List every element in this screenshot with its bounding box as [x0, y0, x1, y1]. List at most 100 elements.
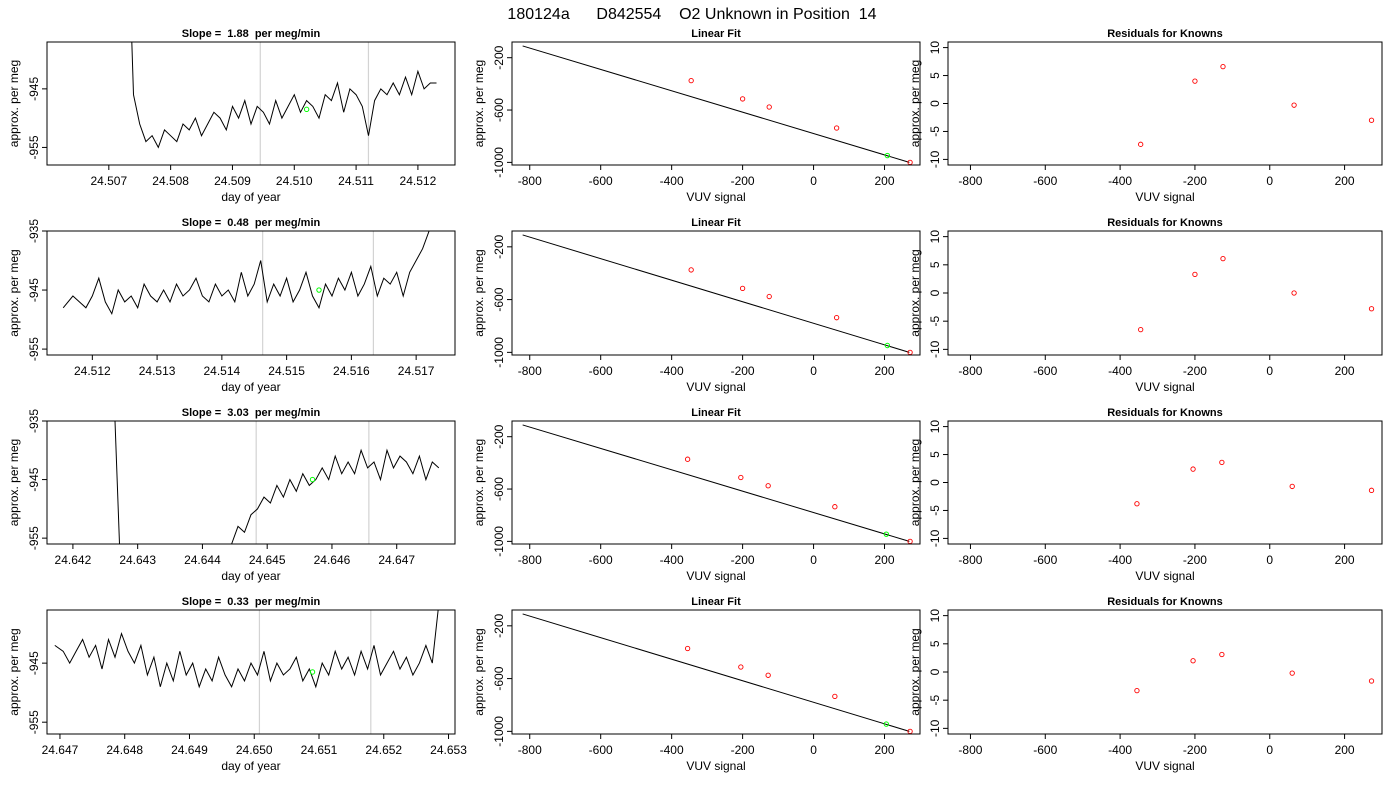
y-tick-label: -955 — [27, 710, 41, 734]
plot-area — [1138, 63, 1375, 147]
y-tick-label: -200 — [492, 424, 506, 448]
y-tick-label: -955 — [27, 337, 41, 361]
x-tick-label: 200 — [875, 364, 895, 378]
unknown-point — [884, 152, 891, 159]
plot-frame — [947, 420, 1383, 545]
y-tick-label: -945 — [27, 651, 41, 675]
x-tick-label: -400 — [660, 364, 684, 378]
y-tick-label: -200 — [492, 235, 506, 259]
x-tick-label: 24.508 — [152, 174, 189, 188]
x-axis-label: VUV signal — [1135, 569, 1194, 583]
x-tick-label: 24.646 — [314, 553, 351, 567]
x-tick-label: 200 — [1335, 174, 1355, 188]
x-axis-label: day of year — [221, 569, 280, 583]
plot-area — [1138, 255, 1375, 333]
panel-9: Residuals for Knowns -800 -600 -400 -200 0 200… — [908, 28, 1383, 204]
panel-title: Residuals for Knowns — [1107, 28, 1223, 40]
y-tick-label: -5 — [928, 316, 942, 327]
x-tick-label: 24.647 — [378, 553, 415, 567]
y-tick-label: -200 — [492, 614, 506, 638]
known-point — [765, 672, 771, 678]
y-tick-label: 5 — [928, 261, 942, 268]
y-tick-label: -1000 — [492, 337, 506, 368]
x-tick-label: 0 — [1266, 743, 1273, 757]
unknown-point — [884, 342, 891, 349]
x-tick-label: -800 — [958, 553, 982, 567]
x-tick-label: -800 — [958, 174, 982, 188]
y-axis-label: approx. per meg — [908, 60, 922, 147]
x-tick-label: 24.510 — [276, 174, 313, 188]
x-axis-label: VUV signal — [1135, 380, 1194, 394]
panel-5: Linear Fit -800 -600 -400 -200 0 200 -1000 -600 -… — [472, 28, 921, 204]
panel-title: Slope = 0.48 per meg/min — [182, 217, 321, 229]
y-axis-label: approx. per meg — [908, 439, 922, 526]
known-point — [832, 693, 838, 700]
x-tick-label: 0 — [810, 364, 817, 378]
fit-line — [522, 234, 910, 353]
x-tick-label: 24.649 — [171, 743, 208, 757]
x-tick-label: 24.516 — [333, 364, 370, 378]
y-tick-label: -935 — [27, 409, 41, 433]
known-point — [738, 664, 744, 670]
x-tick-label: -400 — [660, 174, 684, 188]
x-tick-label: 24.643 — [119, 553, 156, 567]
series-line — [54, 610, 439, 689]
panel-title: Linear Fit — [691, 217, 741, 229]
x-tick-label: -800 — [958, 743, 982, 757]
y-axis-label: approx. per meg — [472, 628, 486, 715]
known-point — [1368, 306, 1375, 312]
known-point — [1368, 117, 1375, 123]
x-tick-label: -600 — [1033, 364, 1057, 378]
panel-8: Linear Fit -800 -600 -400 -200 0 200 -1000 -600 -… — [472, 596, 921, 773]
plot-frame — [46, 230, 456, 356]
panels: Slope = 1.88 per meg/min 24.507 24.508 24.5… — [7, 28, 1383, 773]
y-tick-label: -5 — [928, 695, 942, 706]
x-tick-label: -800 — [518, 743, 542, 757]
x-tick-label: -200 — [1183, 174, 1207, 188]
unknown-point — [316, 287, 322, 293]
y-tick-label: -945 — [27, 467, 41, 491]
x-axis-label: day of year — [221, 380, 280, 394]
x-tick-label: 200 — [1335, 743, 1355, 757]
y-tick-label: -5 — [928, 126, 942, 137]
y-tick-label: -955 — [27, 135, 41, 159]
y-tick-label: 10 — [928, 230, 942, 244]
known-point — [833, 125, 840, 131]
x-tick-label: -200 — [731, 174, 755, 188]
plot-area — [62, 231, 430, 316]
x-tick-label: 24.642 — [55, 553, 92, 567]
x-tick-label: 0 — [1266, 174, 1273, 188]
series-line — [114, 421, 440, 544]
x-tick-label: 24.514 — [204, 364, 241, 378]
x-axis-label: VUV signal — [1135, 759, 1194, 773]
x-tick-label: -600 — [1033, 743, 1057, 757]
plot-frame — [947, 230, 1383, 356]
unknown-point — [309, 476, 316, 483]
panel-10: Residuals for Knowns -800 -600 -400 -200 0 200… — [908, 217, 1383, 394]
x-tick-label: -200 — [1183, 743, 1207, 757]
x-tick-label: -800 — [518, 553, 542, 567]
y-tick-label: 5 — [928, 640, 942, 647]
x-tick-label: 24.653 — [430, 743, 467, 757]
plot-frame — [511, 230, 921, 356]
panel-title: Residuals for Knowns — [1107, 407, 1223, 419]
y-tick-label: 10 — [928, 609, 942, 623]
x-tick-label: 0 — [810, 743, 817, 757]
known-point — [1192, 271, 1198, 278]
y-tick-label: -600 — [492, 666, 506, 690]
y-tick-label: 0 — [928, 479, 942, 486]
x-tick-label: -400 — [1108, 174, 1132, 188]
x-tick-label: -400 — [1108, 553, 1132, 567]
unknown-point — [309, 669, 316, 675]
known-point — [1291, 290, 1297, 296]
y-tick-label: 5 — [928, 451, 942, 458]
x-tick-label: 0 — [810, 553, 817, 567]
panel-3: Slope = 3.03 per meg/min 24.642 24.643 24.6… — [7, 407, 456, 583]
x-tick-label: -400 — [1108, 364, 1132, 378]
known-point — [1192, 78, 1198, 84]
known-point — [1134, 501, 1140, 507]
x-tick-label: -200 — [1183, 364, 1207, 378]
y-tick-label: -945 — [27, 278, 41, 302]
y-axis-label: approx. per meg — [7, 60, 21, 147]
